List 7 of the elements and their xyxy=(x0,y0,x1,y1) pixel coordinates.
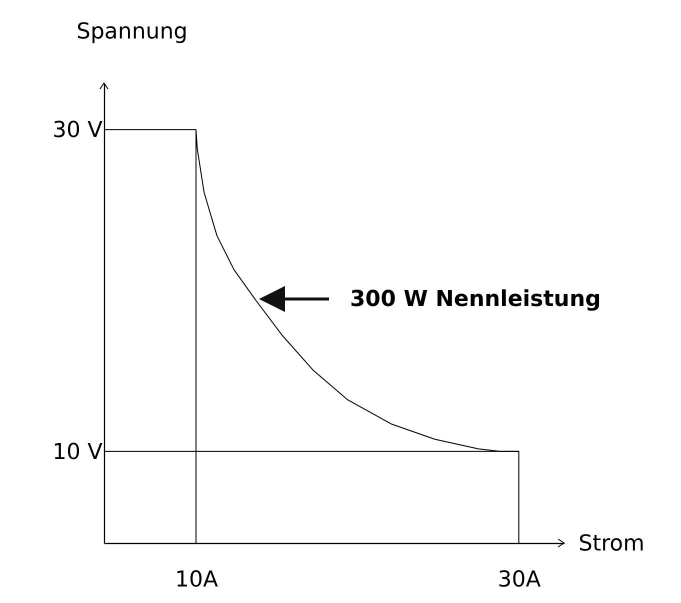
x-tick-label: 30A xyxy=(498,568,541,592)
x-axis-title: Strom xyxy=(578,532,645,556)
annotation: 300 W Nennleistung xyxy=(350,287,601,312)
y-tick-label: 10 V xyxy=(52,440,103,465)
y-tick-label: 30 V xyxy=(52,118,103,144)
y-axis-title: Spannung xyxy=(76,20,188,44)
x-tick-label: 10A xyxy=(174,568,218,592)
